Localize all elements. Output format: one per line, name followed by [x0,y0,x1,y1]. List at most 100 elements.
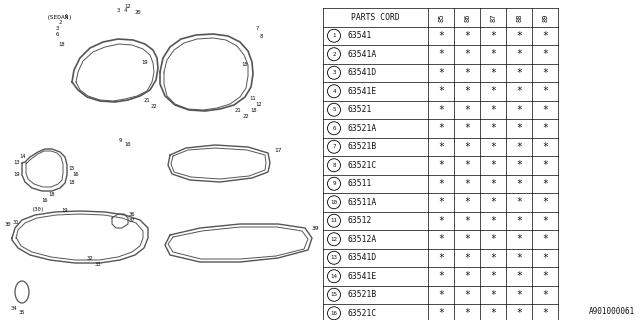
Text: (30): (30) [31,207,45,212]
Text: *: * [438,308,444,318]
Text: *: * [516,86,522,96]
Text: (SEDAN): (SEDAN) [47,15,73,20]
Text: 7: 7 [255,26,259,30]
Text: *: * [516,105,522,115]
Text: 16: 16 [42,197,48,203]
Text: *: * [438,160,444,170]
Text: 13: 13 [13,161,20,165]
Text: *: * [464,271,470,281]
Text: *: * [490,216,496,226]
Text: 2: 2 [58,20,61,25]
Text: *: * [490,290,496,300]
Text: 12: 12 [256,101,262,107]
Text: *: * [490,105,496,115]
Text: *: * [516,31,522,41]
Text: 63512A: 63512A [347,235,376,244]
Text: 19: 19 [13,172,20,178]
Text: 14: 14 [330,274,337,279]
Text: 63512: 63512 [347,216,371,225]
Text: *: * [542,142,548,152]
Text: *: * [516,142,522,152]
Text: 88: 88 [516,13,522,21]
Text: *: * [490,179,496,189]
Text: *: * [542,234,548,244]
Text: *: * [464,31,470,41]
Text: 4: 4 [332,89,336,94]
Text: 14: 14 [20,155,26,159]
Text: 1: 1 [332,33,336,38]
Text: *: * [542,68,548,78]
Text: *: * [516,308,522,318]
Text: *: * [464,86,470,96]
Text: *: * [438,31,444,41]
Text: *: * [542,271,548,281]
Text: 9: 9 [118,138,122,142]
Text: *: * [490,197,496,207]
Text: *: * [438,216,444,226]
Text: *: * [464,253,470,263]
Text: *: * [464,308,470,318]
Text: *: * [516,290,522,300]
Text: 19: 19 [141,60,148,65]
Text: 22: 22 [151,103,157,108]
Text: *: * [516,68,522,78]
Text: *: * [438,86,444,96]
Text: 8: 8 [259,34,262,38]
Text: 21: 21 [235,108,241,113]
Text: *: * [542,86,548,96]
Text: *: * [490,253,496,263]
Text: 18: 18 [59,42,65,46]
Text: 39: 39 [311,226,319,230]
Text: *: * [490,234,496,244]
Text: *: * [464,49,470,59]
Text: 9: 9 [332,181,336,186]
Text: 19: 19 [61,207,68,212]
Text: 85: 85 [438,13,444,21]
Text: *: * [464,216,470,226]
Text: *: * [490,68,496,78]
Text: 13: 13 [330,255,337,260]
Text: *: * [438,49,444,59]
Text: 63521C: 63521C [347,309,376,318]
Text: 30: 30 [4,222,12,228]
Text: *: * [438,105,444,115]
Text: *: * [438,142,444,152]
Text: 63541D: 63541D [347,68,376,77]
Text: *: * [542,216,548,226]
Text: *: * [464,197,470,207]
Text: 15: 15 [330,292,337,297]
Text: 33: 33 [95,261,101,267]
Text: 10: 10 [330,200,337,205]
Text: *: * [490,142,496,152]
Text: *: * [490,123,496,133]
Text: *: * [464,290,470,300]
Text: *: * [438,68,444,78]
Text: *: * [516,234,522,244]
Text: 17: 17 [275,148,282,153]
Text: 20: 20 [135,10,141,14]
Text: 63521C: 63521C [347,161,376,170]
Text: 18: 18 [49,193,55,197]
Text: *: * [516,123,522,133]
Text: 11: 11 [330,218,337,223]
Text: 89: 89 [542,13,548,21]
Text: 63541D: 63541D [347,253,376,262]
Text: 3: 3 [332,70,336,75]
Text: *: * [542,290,548,300]
Text: 16: 16 [330,311,337,316]
Text: *: * [464,160,470,170]
Text: 31: 31 [13,220,19,225]
Text: 63521: 63521 [347,105,371,114]
Text: *: * [438,197,444,207]
Text: 36: 36 [129,212,135,217]
Text: *: * [542,253,548,263]
Text: *: * [516,160,522,170]
Text: 4: 4 [124,7,127,12]
Text: *: * [438,179,444,189]
Text: 37: 37 [129,218,135,222]
Text: A901000061: A901000061 [589,307,635,316]
Text: *: * [490,271,496,281]
Text: 63541: 63541 [347,31,371,40]
Text: *: * [438,253,444,263]
Text: *: * [542,308,548,318]
